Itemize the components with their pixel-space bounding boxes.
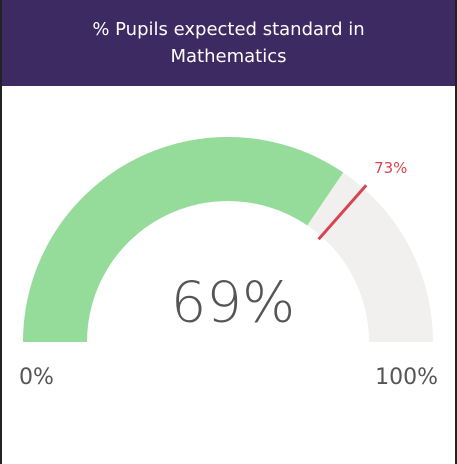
axis-label: 100% <box>375 365 438 390</box>
target-label: 73% <box>374 159 407 177</box>
value-label: 69% <box>171 270 295 335</box>
gauge-value <box>23 137 344 342</box>
chart-title: % Pupils expected standard in Mathematic… <box>92 19 365 67</box>
axis-label: 0% <box>19 365 54 390</box>
header: % Pupils expected standard in Mathematic… <box>2 0 455 86</box>
target-line <box>317 184 368 241</box>
